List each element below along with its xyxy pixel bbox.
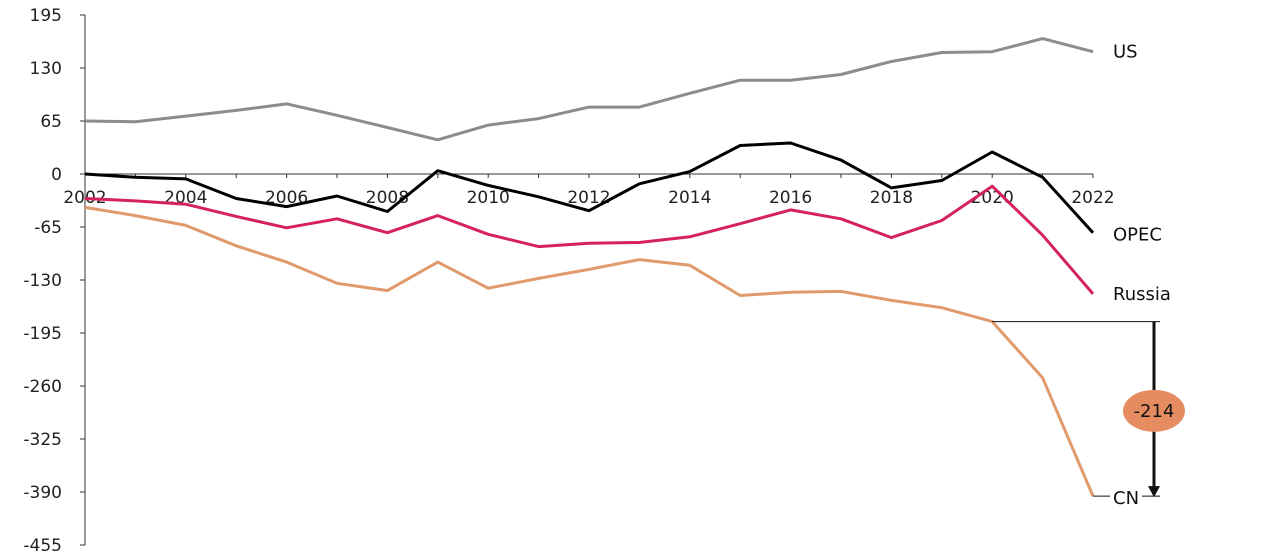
y-tick-label: -130 — [23, 271, 62, 291]
x-tick-label: 2010 — [467, 188, 510, 208]
y-tick-label: -390 — [23, 483, 62, 503]
y-tick-label: -455 — [23, 536, 62, 556]
series-line-us — [84, 37, 1094, 142]
y-tick-label: -65 — [34, 218, 62, 238]
x-axis: 2002 2004 2006 2008 2010 2012 2014 2016 2018 2020… — [63, 173, 1115, 208]
x-tick-label: 2002 — [63, 188, 106, 208]
x-tick-label: 2016 — [769, 188, 812, 208]
y-tick-label: -195 — [23, 324, 62, 344]
x-tick-label: 2014 — [668, 188, 711, 208]
annotation-badge-label: -214 — [1134, 401, 1175, 422]
x-tick-label: 2022 — [1071, 188, 1114, 208]
series-layer — [84, 37, 1095, 497]
series-line-cn — [84, 205, 1095, 497]
y-tick-label: -260 — [23, 377, 62, 397]
y-axis: 195 130 65 0 -65 -130 -195 -260 -325 -390 -455 — [23, 6, 86, 556]
annotation-arrow-head — [1148, 486, 1160, 498]
series-label-us: US — [1113, 42, 1138, 63]
series-labels: US OPEC Russia CN — [1113, 42, 1171, 509]
series-label-opec: OPEC — [1113, 225, 1162, 246]
x-tick-label: 2018 — [870, 188, 913, 208]
y-tick-label: -325 — [23, 430, 62, 450]
y-tick-label: 195 — [30, 6, 62, 26]
series-line-russia — [84, 184, 1095, 295]
x-tick-label: 2012 — [567, 188, 610, 208]
series-label-cn: CN — [1113, 488, 1139, 509]
change-annotation: -214 — [992, 321, 1185, 498]
y-tick-label: 130 — [30, 59, 62, 79]
y-tick-label: 0 — [51, 165, 62, 185]
series-label-russia: Russia — [1113, 284, 1171, 305]
annotation-badge — [1123, 389, 1185, 432]
series-line-opec — [84, 141, 1095, 234]
y-tick-label: 65 — [40, 112, 62, 132]
